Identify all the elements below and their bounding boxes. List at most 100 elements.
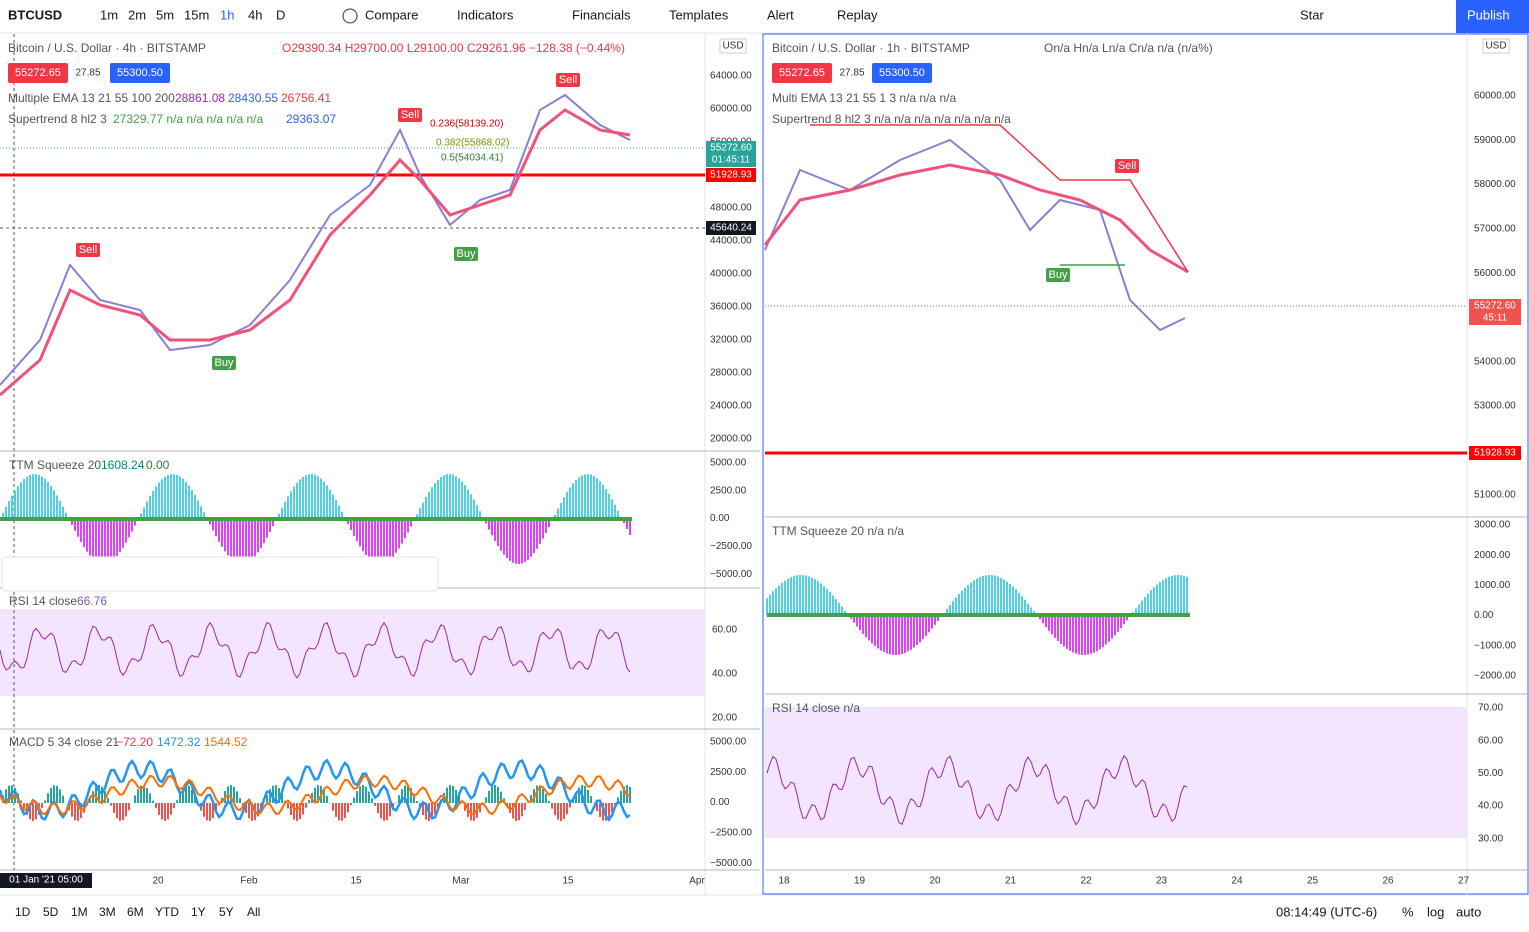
buy-signal: [454, 247, 478, 261]
time-tick-label: 15: [562, 876, 574, 887]
time-tick-label: 21: [1005, 876, 1017, 887]
macd-tick-label: 2500.00: [710, 767, 747, 778]
last-price: 55272.60: [710, 143, 752, 154]
replay-button[interactable]: Replay: [837, 7, 878, 22]
interval[interactable]: 5m: [156, 7, 174, 22]
price-tick-label: 20000.00: [710, 434, 752, 445]
ttm-tick-label: −2500.00: [710, 541, 752, 552]
alert-button[interactable]: Alert: [767, 7, 794, 22]
range[interactable]: 1D: [15, 905, 31, 919]
rsi-tick-label: 60.00: [1478, 735, 1503, 746]
star-button[interactable]: Star: [1300, 7, 1325, 22]
ttm-tick-label: 0.00: [1474, 610, 1494, 621]
symbol[interactable]: BTCUSD: [8, 7, 62, 22]
compare-button[interactable]: Compare: [365, 7, 418, 22]
ttm-tick-label: −5000.00: [710, 569, 752, 580]
price-tick-label: 24000.00: [710, 401, 752, 412]
cursor-price: 45640.24: [710, 223, 752, 234]
sell-signal: [1115, 159, 1139, 173]
buy-label: Buy: [215, 357, 234, 369]
currency-tag[interactable]: [1482, 38, 1510, 54]
templates-button[interactable]: Templates: [669, 7, 729, 22]
financials-button[interactable]: Financials: [572, 7, 631, 22]
time-tick-label: 26: [1382, 876, 1394, 887]
sell-label: Sell: [401, 109, 419, 121]
ask-bg[interactable]: [872, 63, 932, 83]
macd-tick-label: 0.00: [710, 797, 730, 808]
interval[interactable]: D: [276, 7, 285, 22]
last-badge: [1469, 299, 1521, 325]
ttm-tick-label: 5000.00: [710, 458, 747, 469]
ask[interactable]: 55300.50: [879, 67, 925, 79]
ask[interactable]: 55300.50: [117, 67, 163, 79]
price-tick-label: 40000.00: [710, 269, 752, 280]
range[interactable]: 6M: [127, 905, 144, 919]
range[interactable]: All: [247, 905, 260, 919]
bid-bg[interactable]: [8, 63, 68, 83]
interval[interactable]: 1h: [220, 7, 234, 22]
cursor-badge: [706, 221, 756, 235]
auto-toggle[interactable]: auto: [1456, 904, 1481, 919]
ema-value: 28861.08: [175, 91, 225, 105]
time-tick-label: 25: [1307, 876, 1319, 887]
chart-title: Bitcoin / U.S. Dollar · 4h · BITSTAMP: [8, 41, 206, 55]
ttm-tick-label: 0.00: [710, 513, 730, 524]
sell-signal: [76, 243, 100, 257]
sell-signal: [556, 73, 580, 87]
spread: 27.85: [75, 68, 100, 79]
log-toggle[interactable]: log: [1427, 904, 1444, 919]
time-tick-label: 27: [1458, 876, 1470, 887]
indicators-button[interactable]: Indicators: [457, 7, 514, 22]
range[interactable]: YTD: [155, 905, 179, 919]
level-badge: [1469, 446, 1521, 460]
price-tick-label: 36000.00: [710, 302, 752, 313]
bid[interactable]: 55272.65: [15, 67, 61, 79]
ttm-tick-label: −1000.00: [1474, 640, 1516, 651]
publish-button[interactable]: Publish: [1467, 7, 1510, 22]
currency[interactable]: USD: [722, 41, 743, 52]
rsi-tick-label: 30.00: [1478, 833, 1503, 844]
level-price: 51928.93: [710, 170, 752, 181]
rsi-value: 66.76: [77, 594, 107, 608]
ask-bg[interactable]: [110, 63, 170, 83]
interval[interactable]: 1m: [100, 7, 118, 22]
buy-signal: [1046, 268, 1070, 282]
interval[interactable]: 15m: [184, 7, 209, 22]
countdown: 01:45:11: [712, 155, 751, 166]
range[interactable]: 3M: [99, 905, 116, 919]
supertrend-legend: Supertrend 8 hl2 3 n/a n/a n/a n/a n/a n…: [772, 112, 1011, 126]
fib-level: 0.382(55868.02): [436, 138, 509, 149]
percent-toggle[interactable]: %: [1402, 904, 1414, 919]
ema-value: 28430.55: [228, 91, 278, 105]
ttm-legend: TTM Squeeze 20: [9, 458, 101, 472]
range[interactable]: 1M: [71, 905, 88, 919]
chart-title: Bitcoin / U.S. Dollar · 1h · BITSTAMP: [772, 41, 970, 55]
rsi-legend: RSI 14 close n/a: [772, 701, 860, 715]
ema-curve: [763, 163, 1189, 274]
supertrend-legend: Supertrend 8 hl2 3: [8, 112, 107, 126]
time-tick-label: 24: [1231, 876, 1243, 887]
range[interactable]: 1Y: [191, 905, 206, 919]
oscillator-line: [766, 754, 1188, 826]
rsi-tick-label: 60.00: [712, 625, 737, 636]
bid-bg[interactable]: [772, 63, 832, 83]
buy-signal: [212, 356, 236, 370]
macd-tick-label: −2500.00: [710, 828, 752, 839]
interval[interactable]: 2m: [128, 7, 146, 22]
oscillator-line: [0, 621, 631, 679]
interval[interactable]: 4h: [248, 7, 262, 22]
currency[interactable]: USD: [1485, 41, 1506, 52]
publish-bg[interactable]: [1456, 0, 1529, 33]
range[interactable]: 5Y: [219, 905, 234, 919]
currency-tag[interactable]: [719, 38, 747, 54]
fib-level: 0.236(58139.20): [430, 119, 503, 130]
ttm-tick-label: 3000.00: [1474, 520, 1511, 531]
ttm-value: 1608.24: [101, 458, 145, 472]
bid[interactable]: 55272.65: [779, 67, 825, 79]
ttm-legend: TTM Squeeze 20 n/a n/a: [772, 524, 904, 538]
drawing-toolbar[interactable]: [1, 556, 439, 592]
spread: 27.85: [839, 68, 864, 79]
macd-tick-label: −5000.00: [710, 858, 752, 869]
time-tick-label: Mar: [452, 876, 470, 887]
range[interactable]: 5D: [43, 905, 59, 919]
